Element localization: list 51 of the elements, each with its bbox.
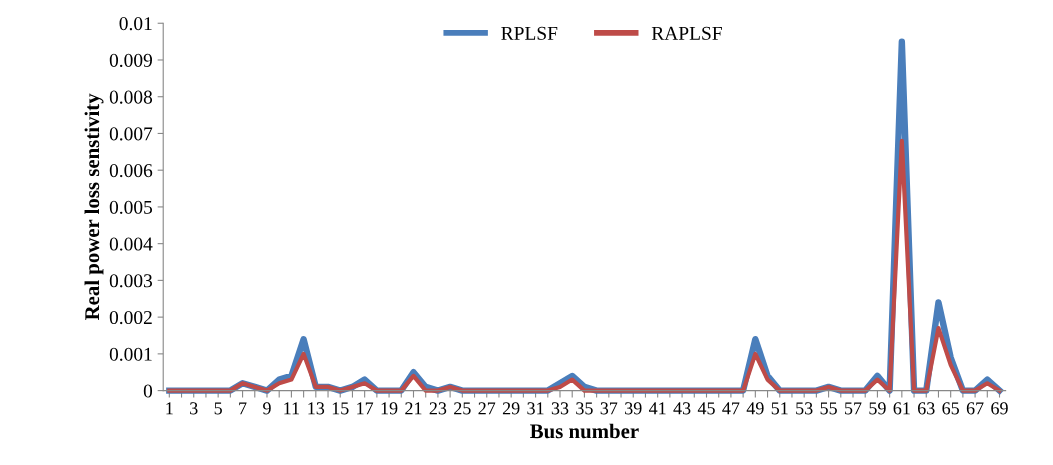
x-axis-title: Bus number: [530, 423, 639, 439]
y-tick-label: 0.003: [109, 274, 153, 288]
x-tick-label: 33: [551, 402, 569, 415]
y-tick-label: 0.004: [109, 237, 153, 251]
x-tick-label: 41: [648, 402, 666, 415]
y-axis-title: Real power loss senstivity: [84, 93, 104, 321]
x-tick-label: 55: [820, 402, 837, 415]
x-tick-label: 7: [239, 402, 247, 415]
x-tick-label: 1: [166, 402, 173, 415]
x-tick-label: 15: [332, 402, 349, 415]
y-tick-label: 0.005: [109, 200, 153, 214]
x-tick-label: 13: [308, 402, 325, 415]
y-tick-label: 0.008: [109, 90, 153, 104]
x-tick-label: 61: [893, 402, 910, 415]
x-tick-label: 47: [722, 402, 740, 415]
y-tick-label: 0.002: [109, 310, 152, 325]
x-tick-label: 57: [845, 402, 862, 415]
y-tick-label: 0.01: [119, 17, 152, 31]
x-tick-label: 45: [697, 402, 715, 415]
line-series: [167, 138, 1002, 393]
x-tick-label: 53: [796, 402, 813, 415]
x-tick-label: 37: [600, 402, 618, 415]
x-tick-label: 31: [527, 402, 544, 415]
x-tick-label: 43: [673, 402, 691, 415]
x-tick-label: 27: [478, 402, 496, 415]
x-tick-label: 65: [942, 402, 959, 415]
legend-label: RPLSF: [501, 26, 558, 40]
x-tick-label: 9: [263, 402, 271, 415]
x-tick-label: 19: [381, 402, 398, 415]
x-tick-label: 59: [869, 402, 886, 415]
legend-label: RAPLSF: [651, 26, 722, 40]
y-tick-label: 0.009: [109, 53, 152, 68]
x-tick-label: 69: [991, 402, 1008, 415]
y-tick-label: 0.006: [109, 164, 153, 178]
x-tick-label: 39: [625, 402, 642, 415]
x-tick-label: 5: [214, 402, 222, 415]
x-tick-label: 3: [190, 402, 198, 415]
y-tick-label: 0.001: [109, 347, 152, 361]
x-tick-label: 51: [771, 402, 788, 415]
x-tick-label: 25: [454, 402, 471, 415]
x-tick-label: 35: [576, 402, 593, 415]
x-tick-label: 63: [918, 402, 935, 415]
x-tick-label: 21: [405, 402, 422, 415]
x-tick-label: 49: [746, 402, 764, 415]
x-tick-label: 17: [357, 402, 374, 415]
y-tick-label: 0: [143, 384, 153, 398]
x-tick-label: 67: [966, 402, 984, 415]
y-tick-label: 0.007: [109, 127, 153, 141]
x-tick-label: 11: [284, 402, 300, 415]
x-tick-label: 29: [502, 402, 520, 415]
x-tick-label: 23: [429, 402, 447, 415]
